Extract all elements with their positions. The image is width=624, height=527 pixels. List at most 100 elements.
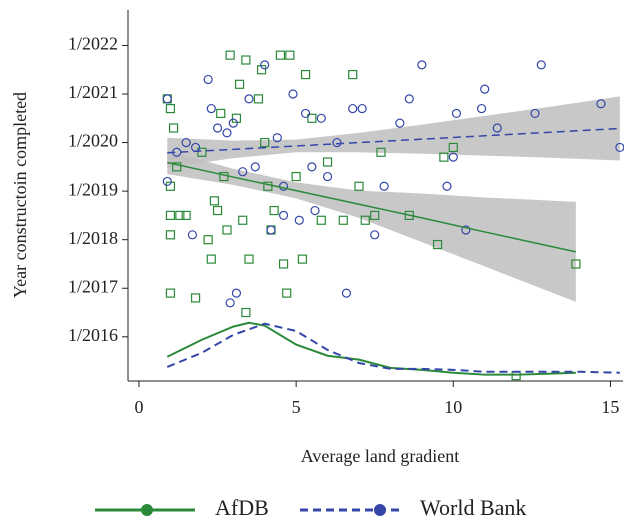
point [291,171,301,182]
point [395,118,405,128]
point [341,288,352,298]
point [596,99,606,109]
point [376,147,386,157]
x-tick-label: 5 [292,397,301,417]
point [417,60,427,70]
point [439,152,449,162]
point [181,137,191,148]
point [187,230,198,240]
point [278,259,289,269]
point [253,94,264,104]
point [354,181,364,191]
point [190,293,201,303]
point [278,181,289,191]
point [322,171,333,182]
point [278,210,289,221]
point [238,167,248,177]
y-tick-label: 1/2017 [68,276,118,296]
point [260,60,270,70]
x-axis-label: Average land gradient [301,446,460,466]
point [297,254,308,264]
point [231,113,242,123]
point [307,162,317,172]
point [216,108,226,119]
point [165,210,176,221]
y-tick-label: 1/2016 [68,325,118,345]
density-line [166,322,620,374]
point [203,235,213,245]
legend-label: AfDB [215,495,269,520]
point [288,89,298,99]
point [360,215,370,225]
point [432,239,443,250]
point [476,103,487,114]
point [530,108,540,119]
legend-label: World Bank [420,495,526,520]
point [338,215,348,225]
point [322,157,333,167]
legend-dot [374,504,386,516]
point [165,288,176,298]
point [480,84,490,94]
point [461,225,471,235]
point [250,162,260,172]
point [269,205,279,216]
point [244,254,254,264]
point [536,60,546,70]
point [241,55,251,65]
x-tick-label: 0 [135,397,144,417]
point [448,152,458,162]
point [234,79,245,89]
point [231,288,242,298]
point [404,94,414,104]
point [256,65,267,75]
point [168,123,179,133]
point [492,123,502,133]
point [332,137,342,148]
point [310,205,320,216]
point [571,259,581,269]
point [206,254,216,264]
point [316,113,326,123]
point [222,225,232,235]
confidence-band [167,150,576,302]
point [357,103,367,114]
point [348,69,358,80]
point [225,50,235,60]
point [222,128,232,138]
point [172,162,182,172]
point [165,181,176,191]
point [275,50,286,60]
point [442,181,452,191]
fit-line [167,161,577,253]
point [244,94,254,104]
point [165,103,176,114]
point [316,215,326,225]
point [348,103,358,114]
point [209,196,220,206]
y-tick-label: 1/2018 [68,228,118,248]
point [451,108,462,119]
point [263,181,273,191]
x-tick-label: 15 [601,397,619,417]
point [206,103,216,114]
fit-line [167,127,620,154]
point [285,50,295,60]
point [370,230,380,240]
point [370,210,380,221]
point [197,147,207,157]
point [228,118,238,128]
point [175,210,185,221]
point [203,74,213,85]
point [272,133,282,143]
point [225,298,235,308]
point [282,288,292,298]
point [266,225,276,235]
point [307,113,317,123]
density-line [166,321,576,376]
y-tick-label: 1/2021 [68,82,118,102]
point [165,230,176,240]
point [448,142,458,153]
y-tick-label: 1/2019 [68,179,118,199]
